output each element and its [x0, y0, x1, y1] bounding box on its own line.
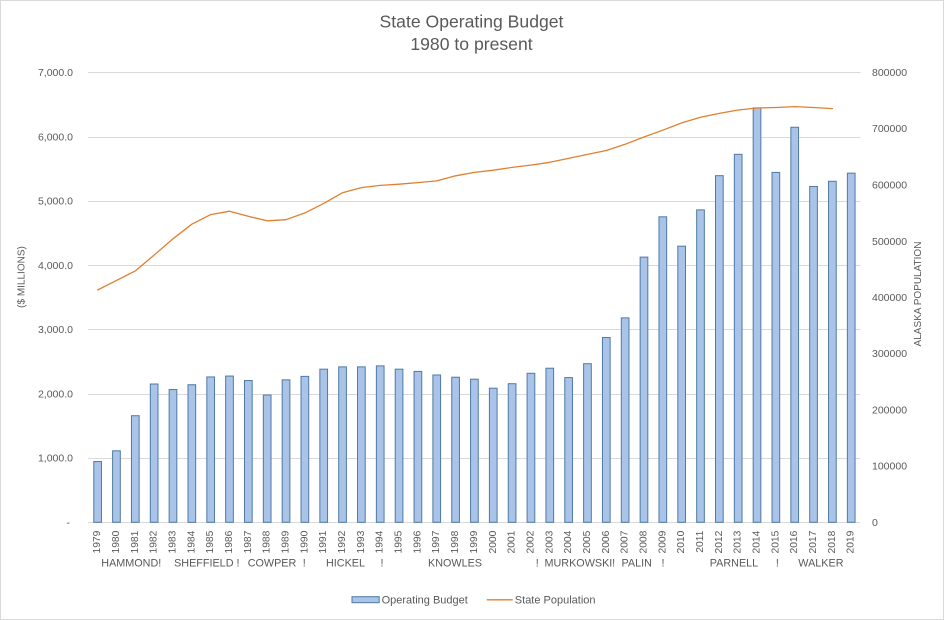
svg-text:200000: 200000: [872, 405, 907, 417]
svg-text:1981: 1981: [130, 530, 141, 553]
svg-text:1987: 1987: [243, 530, 254, 553]
svg-text:2004: 2004: [563, 530, 574, 553]
svg-text:300000: 300000: [872, 348, 907, 360]
svg-text:1992: 1992: [337, 530, 348, 553]
svg-text:1980: 1980: [111, 530, 122, 553]
svg-text:2002: 2002: [525, 530, 536, 553]
svg-text:($ MILLIONS): ($ MILLIONS): [17, 246, 28, 308]
svg-text:0: 0: [872, 517, 878, 529]
svg-text:1,000.0: 1,000.0: [38, 453, 73, 465]
svg-text:700000: 700000: [872, 123, 907, 135]
svg-text:ALASKA POPULATION: ALASKA POPULATION: [913, 242, 924, 347]
svg-text:1993: 1993: [356, 530, 367, 553]
svg-text:!: !: [303, 558, 306, 570]
svg-text:1991: 1991: [318, 530, 329, 553]
svg-text:2007: 2007: [620, 530, 631, 553]
svg-text:2012: 2012: [714, 530, 725, 553]
svg-text:!: !: [662, 558, 665, 570]
svg-text:1989: 1989: [281, 530, 292, 553]
svg-text:800000: 800000: [872, 67, 907, 79]
svg-text:1988: 1988: [262, 530, 273, 553]
svg-text:3,000.0: 3,000.0: [38, 324, 73, 336]
svg-text:Operating Budget: Operating Budget: [382, 595, 468, 607]
svg-text:5,000.0: 5,000.0: [38, 196, 73, 208]
svg-text:WALKER: WALKER: [798, 558, 843, 570]
svg-text:2006: 2006: [601, 530, 612, 553]
svg-text:!: !: [612, 558, 615, 570]
svg-text:2010: 2010: [676, 530, 687, 553]
svg-text:PALIN: PALIN: [621, 558, 651, 570]
svg-text:2013: 2013: [733, 530, 744, 553]
svg-text:1994: 1994: [375, 530, 386, 553]
svg-text:1982: 1982: [149, 530, 160, 553]
svg-text:1985: 1985: [205, 530, 216, 553]
svg-text:2018: 2018: [827, 530, 838, 553]
svg-text:100000: 100000: [872, 461, 907, 473]
svg-text:MURKOWSKI: MURKOWSKI: [545, 558, 613, 570]
svg-text:1984: 1984: [186, 530, 197, 553]
svg-text:2008: 2008: [639, 530, 650, 553]
svg-text:2017: 2017: [808, 530, 819, 553]
svg-text:!: !: [536, 558, 539, 570]
svg-text:1983: 1983: [168, 530, 179, 553]
svg-text:4,000.0: 4,000.0: [38, 260, 73, 272]
svg-text:1980 to present: 1980 to present: [410, 34, 532, 54]
svg-text:2015: 2015: [770, 530, 781, 553]
svg-text:!: !: [776, 558, 779, 570]
svg-text:2011: 2011: [695, 530, 706, 552]
svg-text:KNOWLES: KNOWLES: [428, 558, 482, 570]
svg-text:1999: 1999: [469, 530, 480, 553]
svg-text:1979: 1979: [92, 530, 103, 553]
svg-text:COWPER: COWPER: [248, 558, 297, 570]
svg-text:2009: 2009: [657, 530, 668, 553]
svg-text:HAMMOND!: HAMMOND!: [101, 558, 161, 570]
svg-text:1997: 1997: [431, 530, 442, 553]
svg-text:2016: 2016: [789, 530, 800, 553]
svg-text:1990: 1990: [299, 530, 310, 553]
svg-text:2005: 2005: [582, 530, 593, 553]
svg-text:600000: 600000: [872, 180, 907, 192]
svg-text:1986: 1986: [224, 530, 235, 553]
svg-text:2014: 2014: [752, 530, 763, 553]
svg-text:6,000.0: 6,000.0: [38, 131, 73, 143]
svg-text:State Operating Budget: State Operating Budget: [380, 12, 564, 32]
svg-text:State Population: State Population: [515, 595, 596, 607]
svg-text:1998: 1998: [450, 530, 461, 553]
svg-text:400000: 400000: [872, 292, 907, 304]
svg-text:2001: 2001: [507, 530, 518, 553]
svg-text:HICKEL: HICKEL: [326, 558, 365, 570]
svg-text:2019: 2019: [846, 530, 857, 553]
svg-text:!: !: [381, 558, 384, 570]
svg-text:1996: 1996: [412, 530, 423, 553]
svg-text:2003: 2003: [544, 530, 555, 553]
svg-text:PARNELL: PARNELL: [710, 558, 758, 570]
svg-text:SHEFFIELD !: SHEFFIELD !: [174, 558, 239, 570]
svg-text:1995: 1995: [394, 530, 405, 553]
svg-text:-: -: [67, 517, 71, 529]
svg-text:2000: 2000: [488, 530, 499, 553]
svg-text:500000: 500000: [872, 236, 907, 248]
svg-text:7,000.0: 7,000.0: [38, 67, 73, 79]
svg-text:2,000.0: 2,000.0: [38, 388, 73, 400]
